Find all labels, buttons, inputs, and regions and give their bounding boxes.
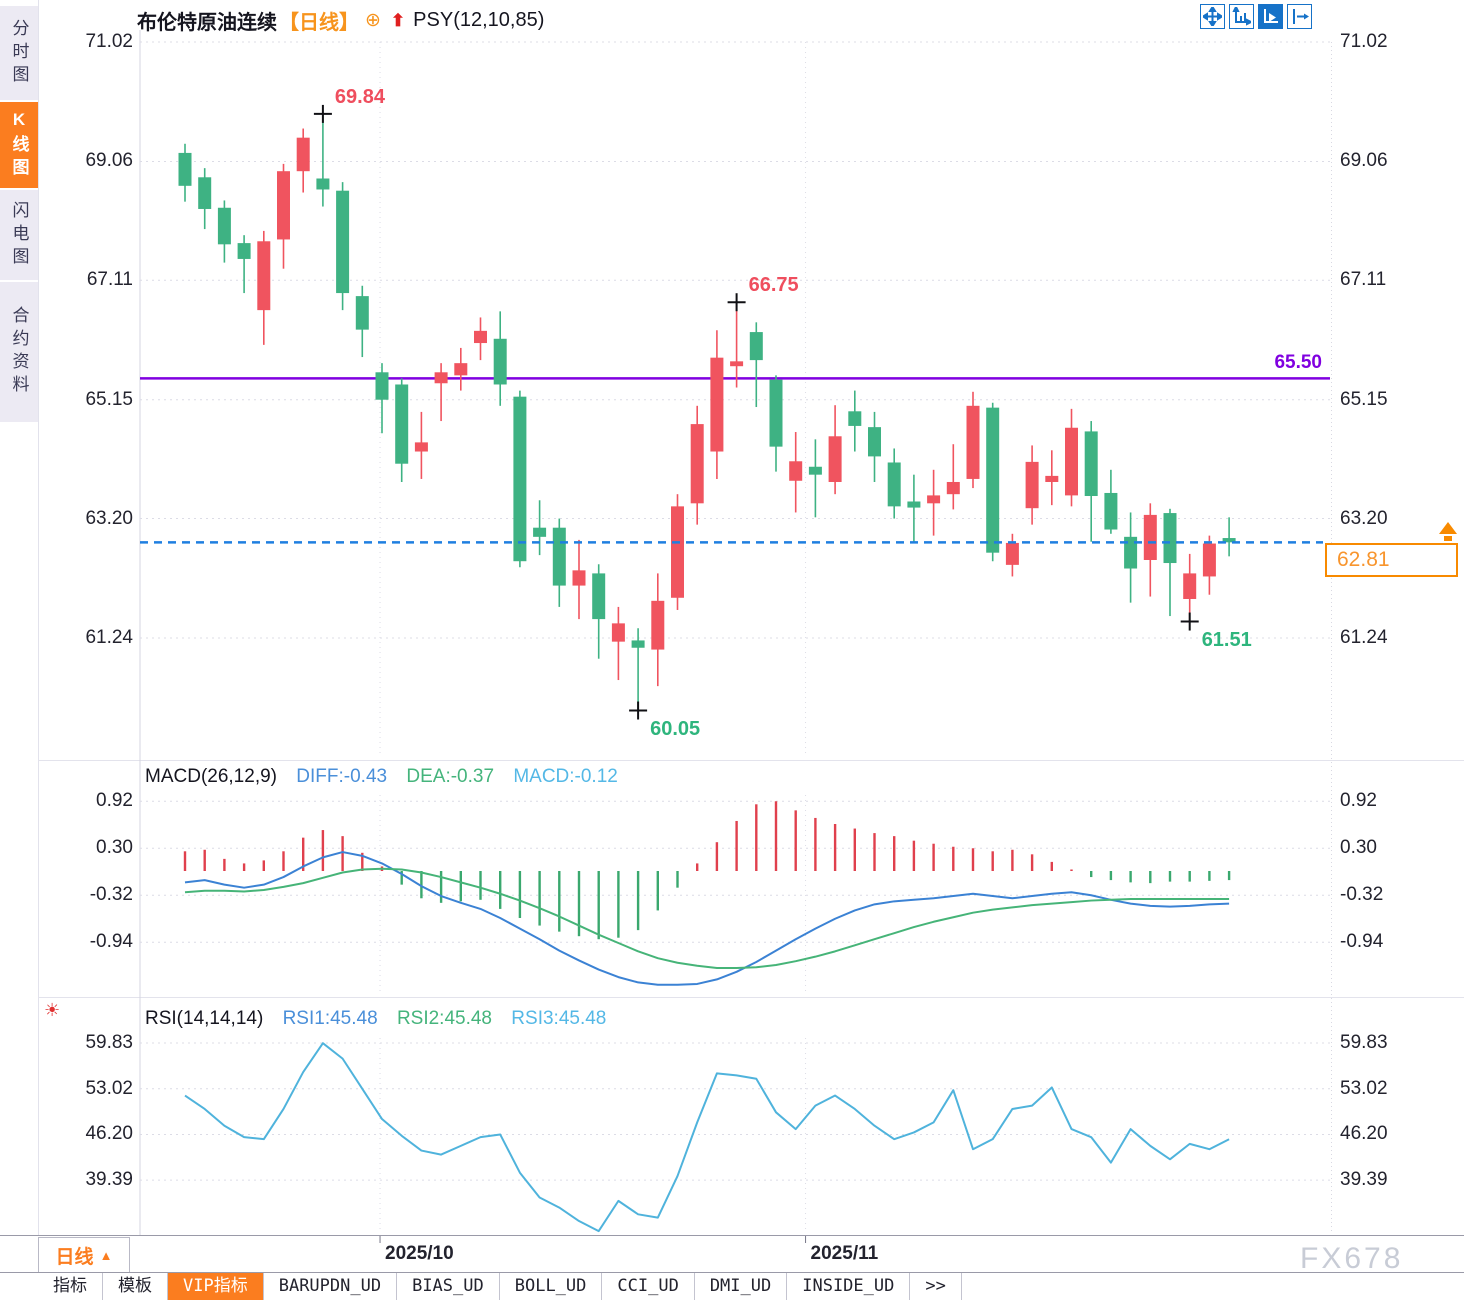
chart-toolbar bbox=[1200, 4, 1312, 29]
rsi1-value: RSI1:45.48 bbox=[282, 1008, 378, 1029]
rsi3-value: RSI3:45.48 bbox=[511, 1008, 607, 1029]
macd-diff-value: DIFF:-0.43 bbox=[296, 766, 388, 787]
period-selector-label: 日线 bbox=[55, 1246, 94, 1268]
purple-level-label: 65.50 bbox=[1274, 352, 1322, 373]
triangle-up-icon: ▲ bbox=[99, 1247, 113, 1263]
tab-cci-ud[interactable]: CCI_UD bbox=[602, 1273, 695, 1300]
up-arrow-icon: ⬆ bbox=[390, 10, 406, 30]
sidebar-tab-kline-chart[interactable]: K线图 bbox=[0, 102, 39, 188]
axis-zoom-icon[interactable] bbox=[1229, 4, 1254, 29]
period-selector-button[interactable]: 日线 ▲ bbox=[38, 1237, 130, 1273]
rsi2-value: RSI2:45.48 bbox=[396, 1008, 493, 1029]
tab-inside-ud[interactable]: INSIDE_UD bbox=[787, 1273, 911, 1300]
macd-dea-value: DEA:-0.37 bbox=[406, 766, 495, 787]
period-tag: 【日线】 bbox=[279, 12, 359, 34]
add-indicator-icon[interactable]: ⊕ bbox=[365, 10, 381, 31]
watermark: FX678 bbox=[1300, 1242, 1404, 1275]
chart-header: 布伦特原油连续 【日线】 ⊕ ⬆ PSY(12,10,85) bbox=[137, 6, 544, 35]
axis-row-top-border bbox=[0, 1235, 1464, 1236]
psy-indicator-label: PSY(12,10,85) bbox=[413, 9, 545, 31]
sidebar-tab-flash-chart[interactable]: 闪电图 bbox=[0, 190, 39, 280]
tab-barupdn-ud[interactable]: BARUPDN_UD bbox=[264, 1273, 398, 1300]
tab-vip-indicators[interactable]: VIP指标 bbox=[168, 1273, 264, 1300]
instrument-title: 布伦特原油连续 bbox=[137, 12, 277, 34]
sidebar-divider bbox=[38, 0, 39, 1236]
macd-title-row: MACD(26,12,9) DIFF:-0.43 DEA:-0.37 MACD:… bbox=[145, 766, 618, 788]
macd-macd-value: MACD:-0.12 bbox=[513, 766, 618, 787]
macd-title: MACD(26,12,9) bbox=[145, 766, 277, 787]
sidebar-tab-time-chart[interactable]: 分时图 bbox=[0, 6, 39, 100]
tab-bias-ud[interactable]: BIAS_UD bbox=[397, 1273, 500, 1300]
tab-indicators[interactable]: 指标 bbox=[38, 1273, 103, 1300]
current-price-badge: 62.81 bbox=[1325, 543, 1458, 577]
pan-tool-icon[interactable] bbox=[1200, 4, 1225, 29]
indicator-tab-bar: 指标 模板 VIP指标 BARUPDN_UD BIAS_UD BOLL_UD C… bbox=[0, 1272, 1464, 1300]
current-price-value: 62.81 bbox=[1337, 548, 1390, 571]
alert-sun-icon[interactable]: ☀ bbox=[44, 1000, 61, 1020]
tab-dmi-ud[interactable]: DMI_UD bbox=[695, 1273, 788, 1300]
tab-boll-ud[interactable]: BOLL_UD bbox=[500, 1273, 603, 1300]
shift-right-icon[interactable] bbox=[1287, 4, 1312, 29]
rsi-title: RSI(14,14,14) bbox=[145, 1008, 264, 1029]
tab-templates[interactable]: 模板 bbox=[103, 1273, 168, 1300]
rsi-title-row: RSI(14,14,14) RSI1:45.48 RSI2:45.48 RSI3… bbox=[145, 1008, 606, 1030]
tab-more[interactable]: >> bbox=[910, 1273, 962, 1300]
auto-scale-icon[interactable] bbox=[1258, 4, 1283, 29]
